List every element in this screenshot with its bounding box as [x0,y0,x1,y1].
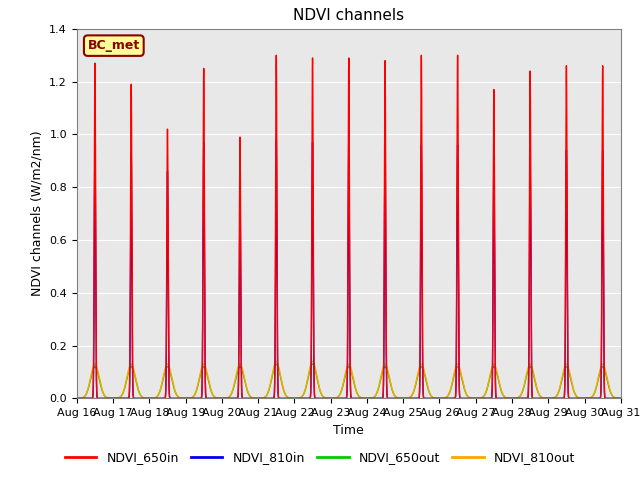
NDVI_810in [73,396,81,401]
NDVI_650out [420,369,428,375]
NDVI_810out [546,396,554,401]
Y-axis label: NDVI channels (W/m2/nm): NDVI channels (W/m2/nm) [31,131,44,297]
NDVI_810in [317,396,325,401]
NDVI_810in [616,396,623,401]
NDVI_810in [609,396,617,401]
NDVI_650in [617,396,625,401]
NDVI_650in [420,396,428,401]
Line: NDVI_810out: NDVI_810out [77,361,621,398]
Title: NDVI channels: NDVI channels [293,9,404,24]
NDVI_810out [420,367,428,373]
Legend: NDVI_650in, NDVI_810in, NDVI_650out, NDVI_810out: NDVI_650in, NDVI_810in, NDVI_650out, NDV… [60,446,580,469]
NDVI_650in [561,386,568,392]
NDVI_810out [73,396,81,401]
NDVI_650in [454,52,461,58]
X-axis label: Time: Time [333,424,364,437]
NDVI_810out [617,396,625,401]
NDVI_650out [273,361,280,367]
NDVI_810out [609,394,617,400]
NDVI_810in [420,396,428,401]
NDVI_650out [317,391,325,397]
NDVI_650out [617,396,625,401]
NDVI_650out [561,366,568,372]
NDVI_650in [609,396,617,401]
NDVI_650in [616,396,623,401]
NDVI_650out [616,396,623,401]
NDVI_810out [616,396,623,401]
NDVI_650in [546,396,554,401]
NDVI_650out [73,396,81,401]
NDVI_810in [546,396,554,401]
NDVI_650in [73,396,81,401]
Text: BC_met: BC_met [88,39,140,52]
Line: NDVI_650out: NDVI_650out [77,364,621,398]
Line: NDVI_810in: NDVI_810in [77,140,621,398]
NDVI_810out [273,359,280,364]
Line: NDVI_650in: NDVI_650in [77,55,621,398]
NDVI_810out [561,364,568,370]
NDVI_810in [561,388,568,394]
NDVI_650out [609,394,617,400]
NDVI_810out [317,391,325,396]
NDVI_650in [317,396,325,401]
NDVI_810in [617,396,625,401]
NDVI_810in [273,137,280,143]
NDVI_650out [546,396,554,401]
